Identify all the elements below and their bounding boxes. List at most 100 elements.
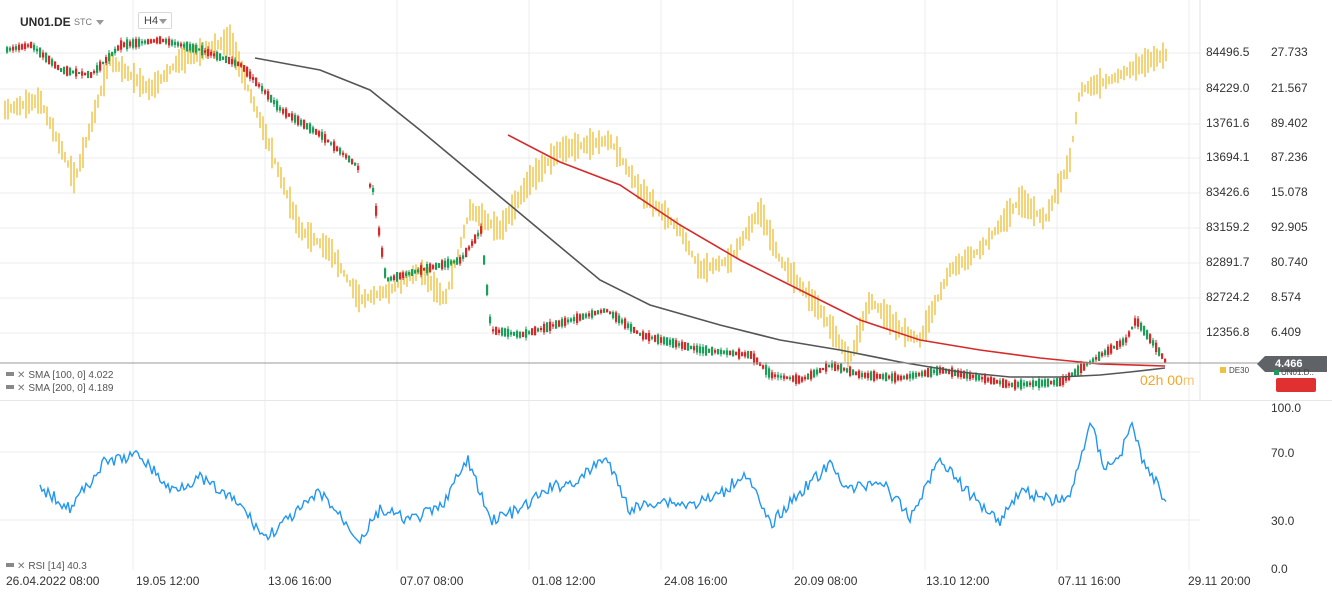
time-tick-label: 07.11 16:00 bbox=[1058, 574, 1121, 588]
indicator-rsi[interactable]: ✕ RSI [14] 40.3 bbox=[6, 560, 87, 573]
candle-body bbox=[300, 119, 303, 126]
candle-body bbox=[165, 38, 168, 44]
main-symbol-tag: UN01.D.. bbox=[1274, 368, 1314, 377]
candle-body bbox=[288, 113, 291, 117]
feed-selector[interactable]: STC bbox=[74, 17, 104, 27]
settings-icon[interactable] bbox=[6, 385, 14, 390]
candle-body bbox=[174, 41, 177, 46]
pane-divider[interactable] bbox=[0, 400, 1332, 401]
candle-body bbox=[636, 330, 639, 334]
candle-body bbox=[720, 349, 723, 355]
candle-body bbox=[1110, 344, 1113, 354]
candle-body bbox=[477, 232, 480, 237]
candle-body bbox=[120, 40, 123, 50]
candle-body bbox=[729, 350, 732, 356]
candle-body bbox=[825, 363, 828, 372]
candle-body bbox=[1002, 378, 1005, 388]
candle-body bbox=[852, 369, 855, 375]
candle-body bbox=[243, 65, 246, 72]
sma200-line bbox=[254, 57, 1166, 378]
candle-body bbox=[30, 41, 33, 49]
candle-body bbox=[1044, 379, 1047, 387]
candle-body bbox=[894, 372, 897, 383]
settings-icon[interactable] bbox=[6, 372, 14, 377]
price-tick-label: 8.574 bbox=[1271, 290, 1302, 304]
settings-icon[interactable] bbox=[6, 563, 14, 568]
candle-body bbox=[960, 370, 963, 378]
candle-body bbox=[486, 285, 489, 295]
candle-body bbox=[162, 38, 165, 43]
candle-body bbox=[1014, 379, 1017, 390]
candle-body bbox=[198, 48, 201, 51]
timeframe-dropdown[interactable]: H4 bbox=[138, 12, 172, 29]
candle-body bbox=[105, 56, 108, 64]
candle-body bbox=[1086, 363, 1089, 366]
candle-body bbox=[168, 38, 171, 46]
candle-body bbox=[378, 227, 381, 236]
candle-body bbox=[237, 61, 240, 67]
candle-body bbox=[798, 375, 801, 384]
candle-body bbox=[336, 146, 339, 151]
countdown-hours: 02h 00 bbox=[1140, 372, 1183, 388]
candle-body bbox=[411, 269, 414, 276]
indicator-label: SMA [100, 0] 4.022 bbox=[28, 370, 114, 381]
candle-body bbox=[1035, 380, 1038, 387]
candle-body bbox=[1128, 331, 1131, 337]
candle-body bbox=[495, 326, 498, 335]
sell-price-box[interactable] bbox=[1276, 378, 1316, 392]
candle-body bbox=[972, 374, 975, 378]
candle-body bbox=[291, 113, 294, 121]
candle-body bbox=[252, 76, 255, 81]
candle-body bbox=[453, 260, 456, 263]
candle-body bbox=[1017, 382, 1020, 388]
close-icon[interactable]: ✕ bbox=[17, 370, 26, 381]
candle-body bbox=[285, 108, 288, 118]
candle-body bbox=[996, 379, 999, 384]
candle-body bbox=[117, 45, 120, 51]
indicator-label: SMA [200, 0] 4.189 bbox=[28, 383, 114, 394]
candle-body bbox=[837, 365, 840, 370]
candle-body bbox=[402, 272, 405, 279]
candle-body bbox=[1131, 326, 1134, 330]
candle-body bbox=[912, 372, 915, 379]
price-tick-label: 13761.6 bbox=[1206, 116, 1250, 130]
candle-body bbox=[1140, 322, 1143, 331]
candle-body bbox=[276, 100, 279, 111]
compare-symbol-tag: DE30 bbox=[1220, 366, 1249, 375]
candle-body bbox=[813, 369, 816, 378]
candle-body bbox=[780, 375, 783, 378]
candle-body bbox=[732, 350, 735, 356]
price-tick-label: 15.078 bbox=[1271, 185, 1308, 199]
candle-body bbox=[660, 337, 663, 343]
candle-body bbox=[420, 265, 423, 275]
price-tick-label: 6.409 bbox=[1271, 325, 1302, 339]
candle-body bbox=[183, 43, 186, 48]
candle-body bbox=[66, 66, 69, 76]
candle-body bbox=[975, 373, 978, 381]
candle-body bbox=[696, 345, 699, 353]
candle-body bbox=[63, 67, 66, 74]
rsi-tick-label: 100.0 bbox=[1271, 401, 1302, 415]
candle-body bbox=[726, 350, 729, 355]
sma100-line bbox=[507, 134, 1166, 367]
indicator-sma100[interactable]: ✕ SMA [100, 0] 4.022 bbox=[6, 369, 113, 382]
candle-body bbox=[306, 123, 309, 130]
candle-body bbox=[834, 361, 837, 372]
time-tick-label: 13.06 16:00 bbox=[268, 574, 332, 588]
candle-body bbox=[651, 336, 654, 339]
rsi-tick-label: 0.0 bbox=[1271, 562, 1288, 576]
candle-body bbox=[978, 374, 981, 381]
close-icon[interactable]: ✕ bbox=[17, 383, 26, 394]
candle-body bbox=[27, 44, 30, 47]
candle-body bbox=[228, 57, 231, 64]
close-icon[interactable]: ✕ bbox=[17, 561, 26, 572]
candle-body bbox=[945, 368, 948, 374]
candle-body bbox=[249, 71, 252, 79]
symbol-label[interactable]: UN01.DE bbox=[20, 15, 71, 29]
candle-body bbox=[75, 68, 78, 77]
candle-body bbox=[438, 263, 441, 268]
candle-body bbox=[525, 329, 528, 338]
indicator-sma200[interactable]: ✕ SMA [200, 0] 4.189 bbox=[6, 382, 113, 395]
candle-body bbox=[630, 324, 633, 332]
